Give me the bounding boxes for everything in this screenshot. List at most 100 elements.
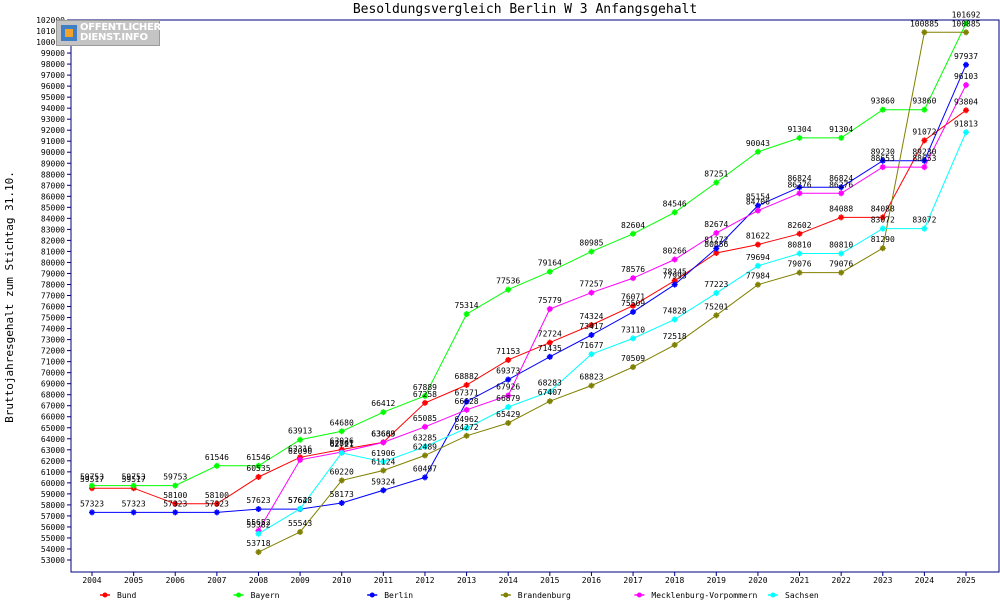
data-point-berlin: [421, 474, 428, 481]
x-axis-ticks: 2004 2005 2006 2007 2008 2009 2010 2011 2012 2013…: [82, 572, 976, 585]
data-label-brandenburg: 55543: [288, 519, 312, 528]
data-point-berlin: [130, 509, 137, 516]
data-label-bayern: 63913: [288, 427, 312, 436]
data-point-bayern: [338, 428, 345, 435]
data-point-bayern: [630, 230, 637, 237]
data-point-mecklenburg-vorpommern: [546, 305, 553, 312]
data-point-sachsen: [630, 335, 637, 342]
y-tick-label: 70000: [41, 369, 65, 378]
x-tick-label: 2025: [956, 576, 975, 585]
data-label-bund: 84088: [829, 204, 853, 213]
data-point-berlin: [921, 157, 928, 164]
data-label-bayern: 61546: [246, 453, 270, 462]
data-point-brandenburg: [838, 269, 845, 276]
y-tick-label: 90000: [41, 148, 65, 157]
logo-line-2: DIENST.INFO: [80, 32, 148, 43]
legend-label: Bund: [117, 591, 136, 600]
data-label-bayern: 75314: [455, 301, 479, 310]
x-tick-label: 2008: [249, 576, 268, 585]
data-point-sachsen: [588, 351, 595, 358]
data-point-brandenburg: [713, 312, 720, 319]
data-point-mecklenburg-vorpommern: [588, 289, 595, 296]
data-label-berlin: 71435: [538, 344, 562, 353]
data-point-sachsen: [796, 250, 803, 257]
data-point-bund: [421, 399, 428, 406]
data-point-sachsen: [546, 388, 553, 395]
y-tick-label: 88000: [41, 170, 65, 179]
data-point-mecklenburg-vorpommern: [796, 190, 803, 197]
data-point-bund: [796, 230, 803, 237]
data-label-sachsen: 63285: [413, 434, 437, 443]
data-point-bayern: [588, 248, 595, 255]
data-label-brandenburg: 77984: [746, 272, 770, 281]
data-label-mecklenburg-vorpommern: 55652: [246, 518, 270, 527]
y-tick-label: 57000: [41, 512, 65, 521]
data-label-sachsen: 79694: [746, 253, 770, 262]
data-label-mecklenburg-vorpommern: 65085: [413, 414, 437, 423]
y-tick-label: 87000: [41, 181, 65, 190]
data-point-sachsen: [505, 404, 512, 411]
data-point-bayern: [255, 462, 262, 469]
data-label-bund: 72724: [538, 330, 562, 339]
data-label-bayern: 77536: [496, 277, 520, 286]
data-label-bund: 60535: [246, 464, 270, 473]
data-label-brandenburg: 100885: [952, 19, 981, 28]
data-point-sachsen: [338, 449, 345, 456]
data-point-sachsen: [713, 290, 720, 297]
data-label-sachsen: 68283: [538, 379, 562, 388]
data-label-berlin: 81272: [704, 235, 728, 244]
series-line-mecklenburg-vorpommern: [258, 84, 967, 532]
data-point-berlin: [380, 487, 387, 494]
data-point-sachsen: [421, 443, 428, 450]
data-point-sachsen: [380, 458, 387, 465]
data-point-berlin: [963, 61, 970, 68]
plot-area: [70, 19, 1000, 573]
data-label-brandenburg: 53718: [246, 539, 270, 548]
data-label-brandenburg: 79076: [829, 260, 853, 269]
y-tick-label: 83000: [41, 225, 65, 234]
data-point-bayern: [380, 409, 387, 416]
data-point-berlin: [796, 184, 803, 191]
x-tick-label: 2024: [915, 576, 934, 585]
data-point-bayern: [546, 268, 553, 275]
data-point-bund: [463, 381, 470, 388]
data-point-mecklenburg-vorpommern: [879, 164, 886, 171]
legend-marker: [770, 592, 776, 598]
data-point-mecklenburg-vorpommern: [505, 392, 512, 399]
y-tick-label: 61000: [41, 468, 65, 477]
data-label-bund: 93804: [954, 97, 978, 106]
data-point-sachsen: [754, 262, 761, 269]
data-point-bayern: [963, 20, 970, 27]
y-tick-label: 100000: [36, 38, 65, 47]
data-point-bayern: [671, 209, 678, 216]
data-label-mecklenburg-vorpommern: 77257: [579, 280, 603, 289]
data-point-sachsen: [879, 225, 886, 232]
data-label-mecklenburg-vorpommern: 63669: [371, 429, 395, 438]
data-label-berlin: 86824: [829, 174, 853, 183]
data-point-bayern: [421, 392, 428, 399]
y-axis-label: Bruttojahresgehalt zum Stichtag 31.10.: [3, 171, 16, 423]
data-point-brandenburg: [255, 549, 262, 556]
x-tick-label: 2013: [457, 576, 476, 585]
data-label-berlin: 69373: [496, 367, 520, 376]
legend-marker: [636, 592, 642, 598]
data-label-sachsen: 91813: [954, 119, 978, 128]
data-label-bayern: 84546: [663, 199, 687, 208]
data-point-bund: [255, 473, 262, 480]
data-point-bund: [879, 214, 886, 221]
legend-item-brandenburg: Brandenburg: [500, 591, 571, 600]
data-label-bayern: 91304: [787, 125, 811, 134]
y-tick-label: 63000: [41, 446, 65, 455]
y-tick-label: 78000: [41, 280, 65, 289]
data-point-mecklenburg-vorpommern: [630, 275, 637, 282]
data-label-mecklenburg-vorpommern: 88653: [871, 154, 895, 163]
data-point-berlin: [213, 509, 220, 516]
x-tick-label: 2020: [748, 576, 767, 585]
data-label-sachsen: 83072: [871, 216, 895, 225]
data-label-sachsen: 66879: [496, 394, 520, 403]
data-point-bayern: [713, 179, 720, 186]
data-point-mecklenburg-vorpommern: [463, 406, 470, 413]
y-tick-label: 64000: [41, 435, 65, 444]
x-tick-label: 2014: [499, 576, 518, 585]
